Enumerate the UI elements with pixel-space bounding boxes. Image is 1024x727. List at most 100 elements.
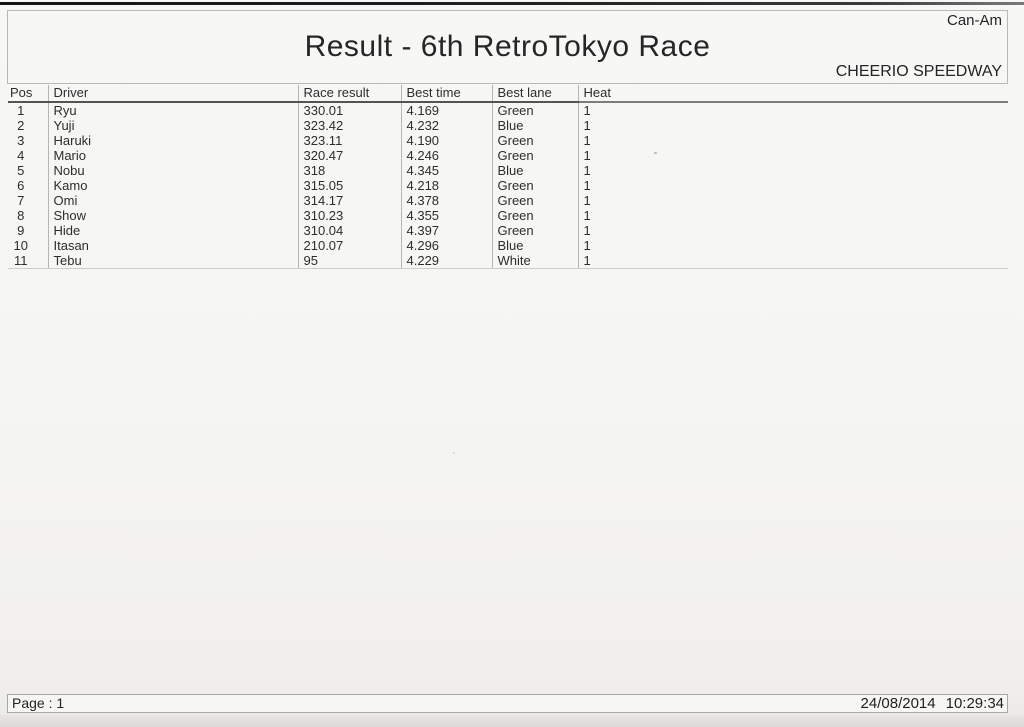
cell-race-result: 323.42 [297, 118, 401, 133]
cell-race-result: 315.05 [297, 178, 401, 193]
cell-heat: 1 [577, 118, 1008, 133]
report-header: Can-Am Result - 6th RetroTokyo Race CHEE… [7, 10, 1008, 84]
cell-best-time: 4.229 [400, 253, 492, 269]
table-row: 11 Tebu 95 4.229 White 1 [8, 253, 1008, 269]
column-header-best-lane: Best lane [491, 85, 578, 103]
print-timestamp: 24/08/2014 10:29:34 [861, 695, 1004, 712]
cell-heat: 1 [577, 208, 1008, 223]
cell-best-time: 4.169 [400, 102, 492, 118]
table-row: 9 Hide 310.04 4.397 Green 1 [8, 223, 1008, 238]
cell-driver: Yuji [47, 118, 298, 133]
scan-top-edge [0, 2, 1024, 5]
cell-driver: Omi [47, 193, 298, 208]
cell-best-lane: Green [491, 193, 578, 208]
table-row: 1 Ryu 330.01 4.169 Green 1 [8, 102, 1008, 118]
cell-best-lane: Green [491, 178, 578, 193]
results-table-body: 1 Ryu 330.01 4.169 Green 1 2 Yuji 323.42 4.232 Blu… [8, 102, 1008, 269]
cell-best-time: 4.345 [400, 163, 492, 178]
column-header-best-time: Best time [400, 85, 492, 103]
cell-driver: Hide [47, 223, 298, 238]
cell-best-time: 4.232 [400, 118, 492, 133]
table-row: 4 Mario 320.47 4.246 Green 1 [8, 148, 1008, 163]
cell-pos: 5 [17, 163, 25, 178]
cell-best-lane: Blue [491, 163, 578, 178]
column-header-race-result: Race result [297, 85, 401, 103]
cell-heat: 1 [577, 223, 1008, 238]
scan-speck [654, 152, 657, 154]
cell-best-time: 4.218 [400, 178, 492, 193]
scan-speck [453, 452, 455, 454]
cell-race-result: 314.17 [297, 193, 401, 208]
cell-pos: 3 [17, 133, 25, 148]
table-row: 5 Nobu 318 4.345 Blue 1 [8, 163, 1008, 178]
cell-race-result: 323.11 [297, 133, 401, 148]
cell-best-time: 4.355 [400, 208, 492, 223]
cell-best-lane: Blue [491, 238, 578, 253]
cell-best-time: 4.296 [400, 238, 492, 253]
table-row: 10 Itasan 210.07 4.296 Blue 1 [8, 238, 1008, 253]
print-date: 24/08/2014 [860, 695, 936, 712]
cell-best-time: 4.190 [400, 133, 492, 148]
cell-driver: Haruki [47, 133, 298, 148]
cell-heat: 1 [577, 133, 1008, 148]
cell-heat: 1 [577, 148, 1008, 163]
cell-driver: Mario [47, 148, 298, 163]
cell-heat: 1 [577, 102, 1008, 118]
cell-heat: 1 [577, 193, 1008, 208]
cell-race-result: 318 [297, 163, 401, 178]
cell-heat: 1 [577, 163, 1008, 178]
cell-driver: Tebu [47, 253, 298, 269]
scan-bottom-shade [0, 714, 1024, 727]
cell-best-lane: White [491, 253, 578, 269]
cell-heat: 1 [577, 238, 1008, 253]
cell-race-result: 320.47 [297, 148, 401, 163]
cell-driver: Itasan [47, 238, 298, 253]
print-time: 10:29:34 [945, 695, 1004, 712]
cell-best-time: 4.397 [400, 223, 492, 238]
brand-label: Can-Am [946, 12, 1002, 29]
table-row: 8 Show 310.23 4.355 Green 1 [8, 208, 1008, 223]
cell-driver: Ryu [47, 102, 298, 118]
column-header-driver: Driver [47, 85, 298, 103]
cell-race-result: 95 [297, 253, 401, 269]
cell-race-result: 210.07 [297, 238, 401, 253]
cell-pos: 7 [17, 193, 25, 208]
column-header-pos: Pos [8, 85, 48, 103]
table-row: 3 Haruki 323.11 4.190 Green 1 [8, 133, 1008, 148]
cell-heat: 1 [577, 253, 1008, 269]
cell-pos: 9 [17, 223, 25, 238]
table-header-row: Pos Driver Race result Best time Best la… [8, 85, 1008, 103]
cell-race-result: 310.04 [297, 223, 401, 238]
cell-race-result: 310.23 [297, 208, 401, 223]
cell-pos: 2 [17, 118, 25, 133]
scan-speck [410, 246, 412, 248]
cell-driver: Nobu [47, 163, 298, 178]
page-number-label: Page : 1 [12, 695, 65, 711]
column-header-heat: Heat [577, 85, 1008, 103]
report-footer: Page : 1 24/08/2014 10:29:34 [7, 694, 1008, 713]
cell-best-lane: Blue [491, 118, 578, 133]
cell-pos: 8 [17, 208, 25, 223]
table-row: 6 Kamo 315.05 4.218 Green 1 [8, 178, 1008, 193]
cell-best-time: 4.378 [400, 193, 492, 208]
page-title: Result - 6th RetroTokyo Race [304, 30, 711, 63]
cell-pos: 1 [17, 103, 25, 118]
cell-race-result: 330.01 [297, 102, 401, 118]
cell-pos: 6 [17, 178, 25, 193]
cell-best-lane: Green [491, 148, 578, 163]
cell-best-lane: Green [491, 133, 578, 148]
venue-label: CHEERIO SPEEDWAY [835, 63, 1002, 80]
cell-heat: 1 [577, 178, 1008, 193]
cell-best-lane: Green [491, 223, 578, 238]
table-row: 2 Yuji 323.42 4.232 Blue 1 [8, 118, 1008, 133]
table-row: 7 Omi 314.17 4.378 Green 1 [8, 193, 1008, 208]
cell-driver: Show [47, 208, 298, 223]
results-table: Pos Driver Race result Best time Best la… [8, 85, 1008, 269]
cell-pos: 11 [8, 253, 48, 269]
cell-best-lane: Green [491, 102, 578, 118]
cell-pos: 4 [17, 148, 25, 163]
cell-best-time: 4.246 [400, 148, 492, 163]
cell-driver: Kamo [47, 178, 298, 193]
cell-pos: 10 [13, 238, 28, 253]
